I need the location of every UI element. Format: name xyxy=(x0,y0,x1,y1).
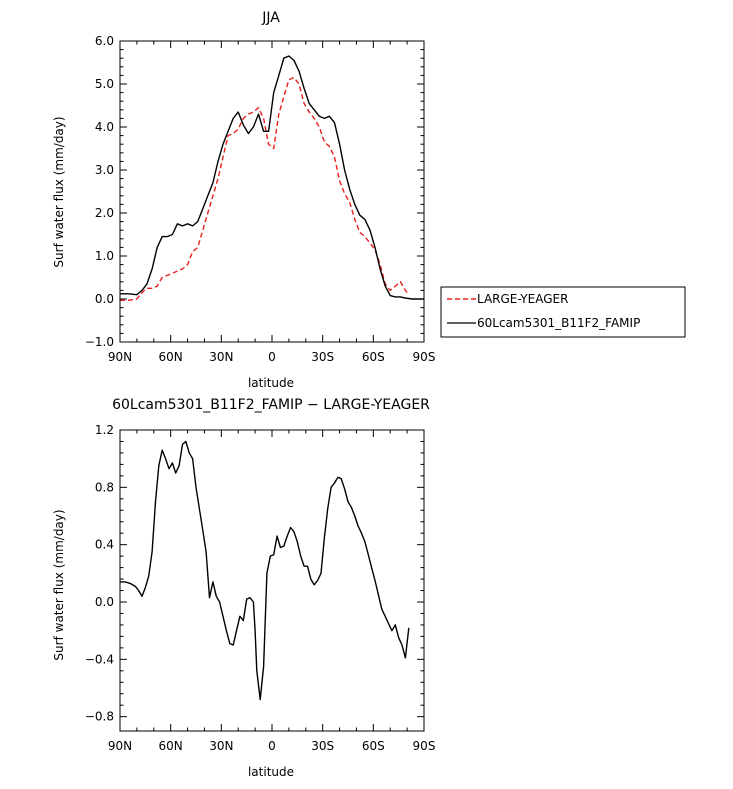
bottom-y-tick-label: 0.8 xyxy=(95,480,114,494)
top-y-tick-label: 1.0 xyxy=(95,249,114,263)
top-y-tick-label: 6.0 xyxy=(95,34,114,48)
bottom-chart-title: 60Lcam5301_B11F2_FAMIP − LARGE-YEAGER xyxy=(112,397,430,413)
top-series-line-60lcam5301-b11f2-famip xyxy=(120,55,424,300)
top-x-tick-label: 90S xyxy=(413,350,436,364)
top-x-tick-label: 30S xyxy=(311,350,334,364)
top-chart-frame xyxy=(119,40,425,343)
bottom-x-tick-label: 60S xyxy=(362,739,385,753)
top-x-tick-label: 60N xyxy=(159,350,183,364)
bottom-chart-ylabel: Surf water flux (mm/day) xyxy=(52,509,66,660)
top-x-tick-label: 90N xyxy=(108,350,132,364)
bottom-chart-xlabel: latitude xyxy=(248,765,294,779)
top-x-tick-label: 60S xyxy=(362,350,385,364)
top-y-tick-label: 3.0 xyxy=(95,163,114,177)
bottom-y-tick-label: 0.0 xyxy=(95,595,114,609)
top-x-tick-label: 30N xyxy=(209,350,233,364)
top-chart-legend: LARGE-YEAGER 60Lcam5301_B11F2_FAMIP xyxy=(440,286,686,338)
bottom-x-tick-label: 30S xyxy=(311,739,334,753)
legend-label-60lcam: 60Lcam5301_B11F2_FAMIP xyxy=(477,316,640,330)
bottom-x-tick-label: 0 xyxy=(268,739,276,753)
bottom-y-tick-label: 0.4 xyxy=(95,538,114,552)
bottom-chart-frame xyxy=(119,429,425,732)
bottom-y-tick-label: 1.2 xyxy=(95,423,114,437)
top-y-tick-label: 2.0 xyxy=(95,206,114,220)
bottom-x-tick-label: 90S xyxy=(413,739,436,753)
top-chart-xlabel: latitude xyxy=(248,376,294,390)
legend-box xyxy=(440,286,686,338)
top-chart-panel: JJA 90N 60N 30N 0 30S 60S 90S −1.0 0.0 1.0 2.0 3.0 4… xyxy=(52,10,435,390)
top-x-tick-label: 0 xyxy=(268,350,276,364)
bottom-series-line-difference xyxy=(120,440,410,701)
top-y-tick-label: 5.0 xyxy=(95,77,114,91)
top-y-tick-label: 4.0 xyxy=(95,120,114,134)
bottom-x-tick-label: 30N xyxy=(209,739,233,753)
legend-label-large-yeager: LARGE-YEAGER xyxy=(477,292,568,306)
bottom-chart-panel: 60Lcam5301_B11F2_FAMIP − LARGE-YEAGER 90… xyxy=(52,397,435,779)
top-chart-ylabel: Surf water flux (mm/day) xyxy=(52,116,66,267)
bottom-y-tick-label: −0.4 xyxy=(85,652,114,666)
bottom-y-tick-label: −0.8 xyxy=(85,710,114,724)
top-chart-title: JJA xyxy=(261,10,280,26)
bottom-x-tick-label: 90N xyxy=(108,739,132,753)
top-y-tick-label: −1.0 xyxy=(85,335,114,349)
top-y-tick-label: 0.0 xyxy=(95,292,114,306)
top-series-line-large-yeager xyxy=(120,76,408,301)
bottom-x-tick-label: 60N xyxy=(159,739,183,753)
